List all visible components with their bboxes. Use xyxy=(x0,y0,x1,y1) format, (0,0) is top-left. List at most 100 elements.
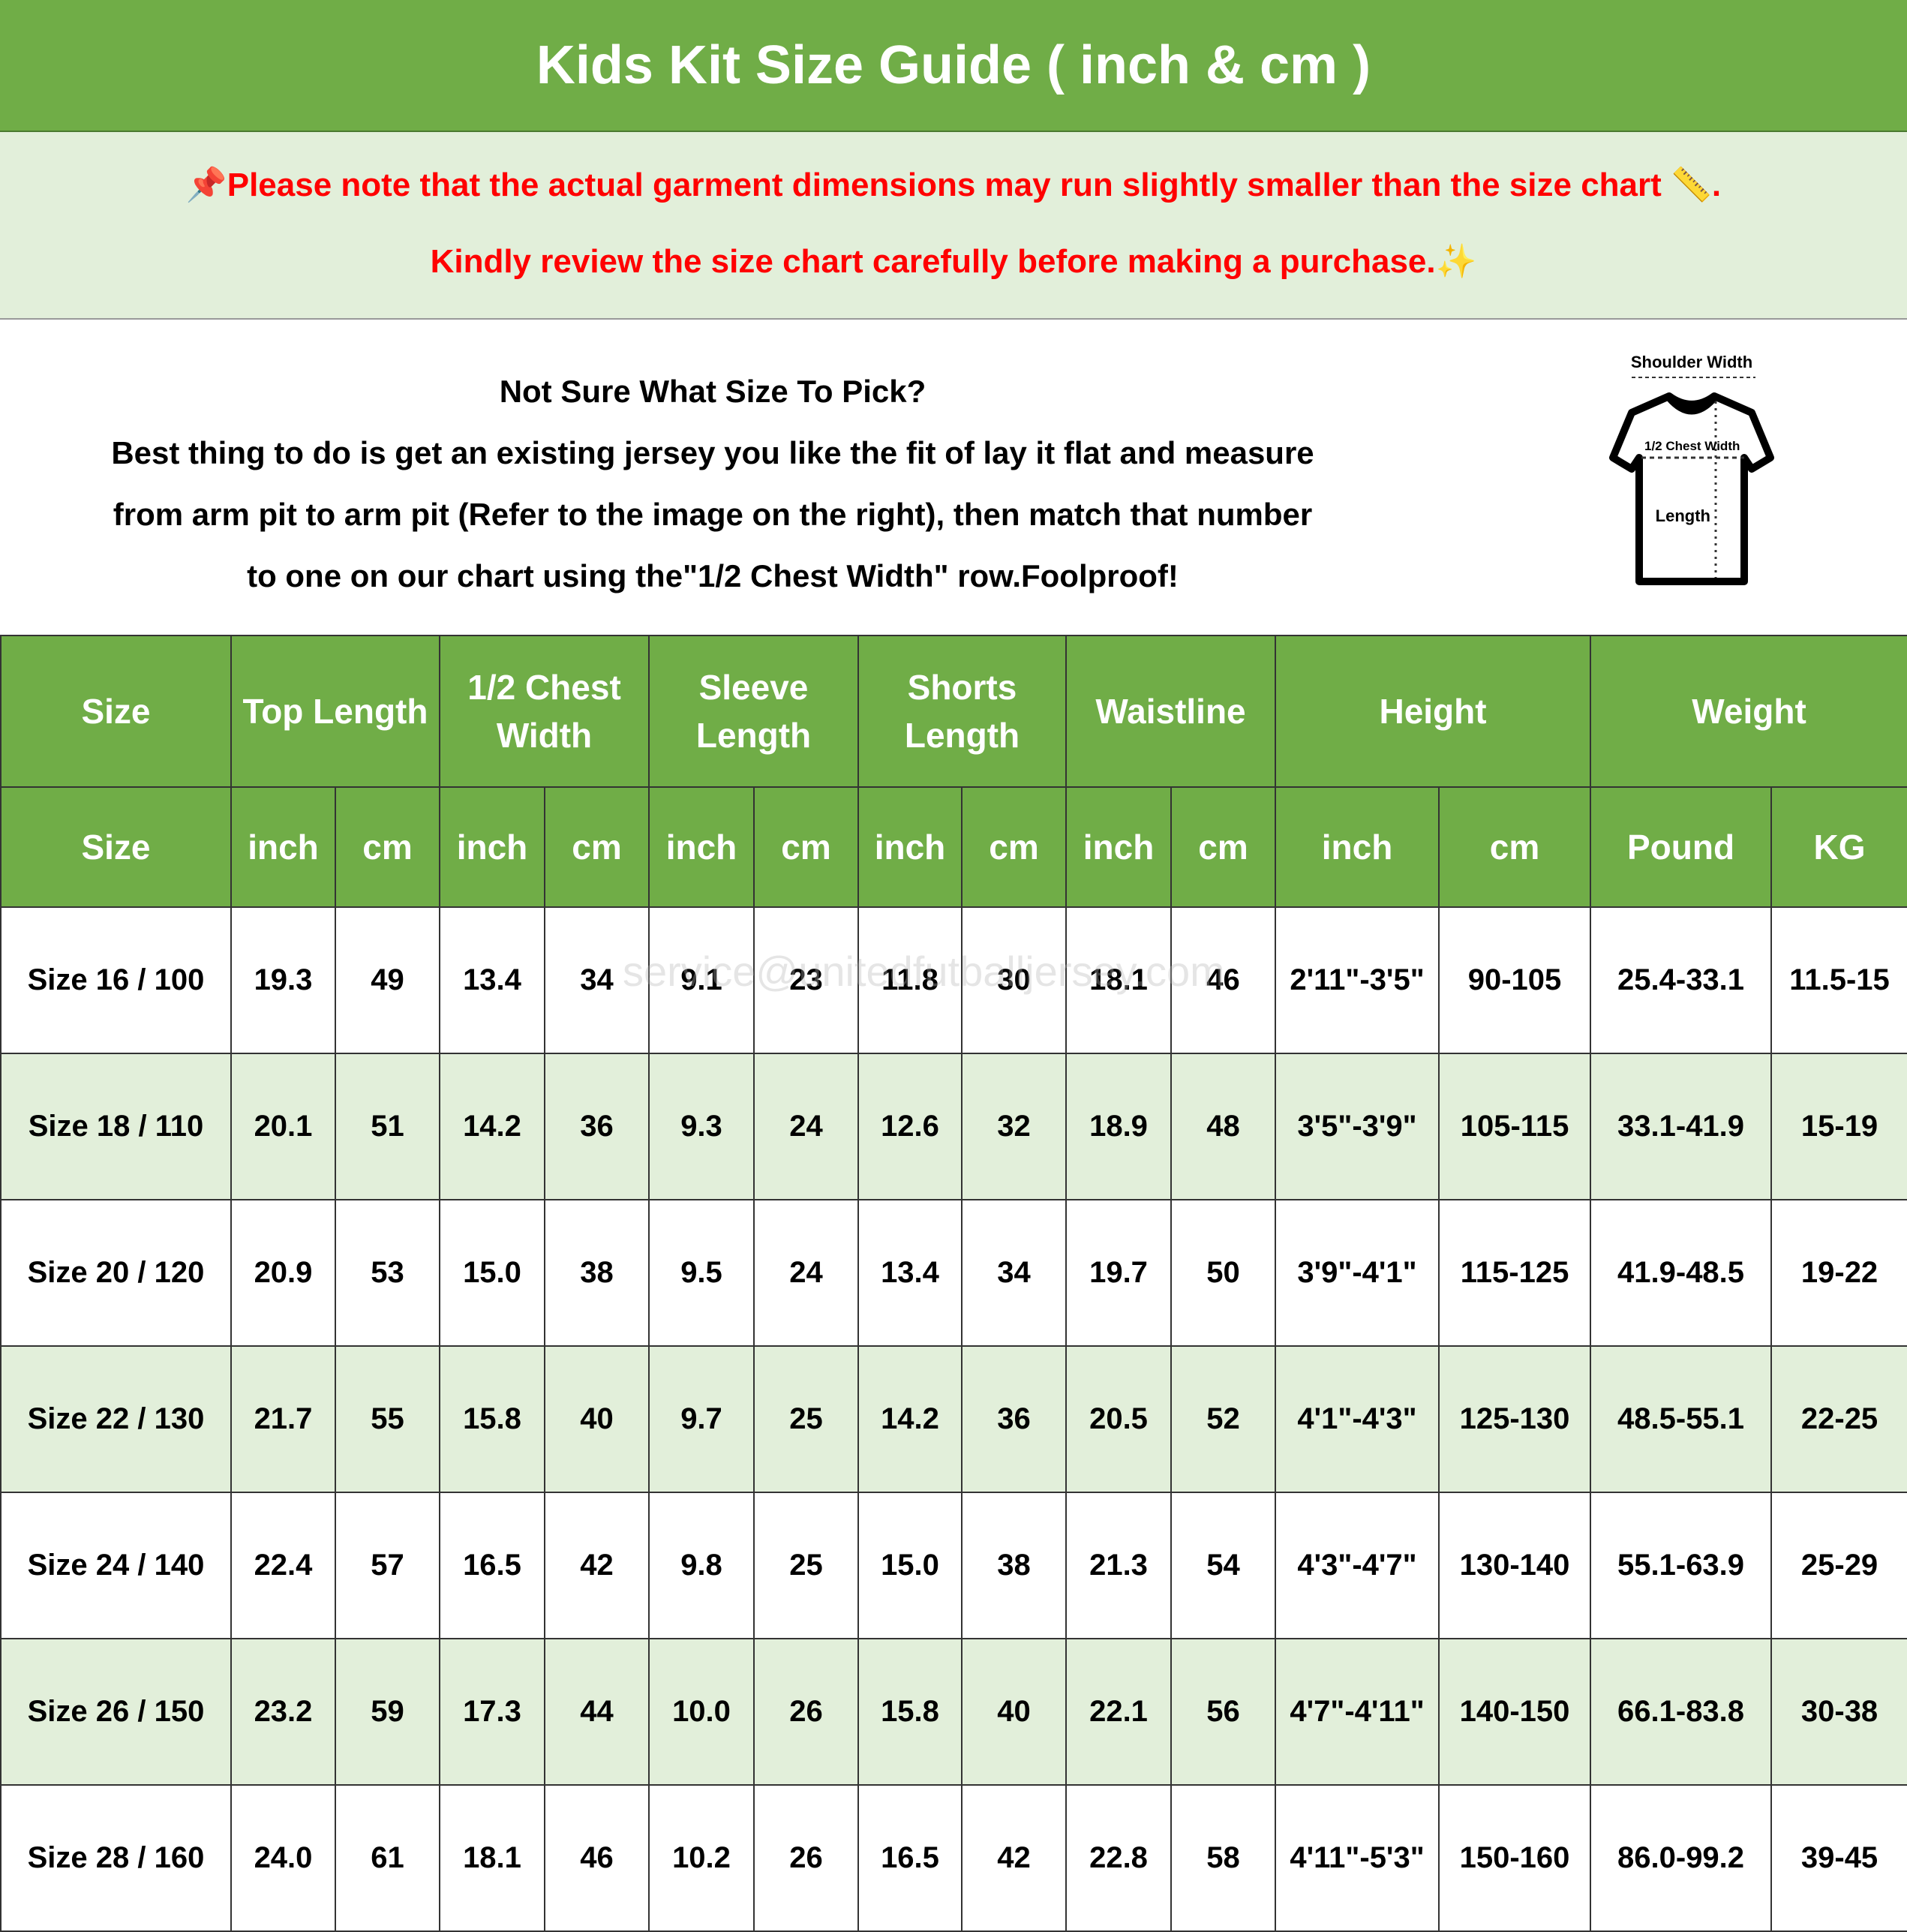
cell-value: 19.7 xyxy=(1089,1256,1148,1289)
cell-value: 2'11"-3'5" xyxy=(1290,963,1425,996)
table-cell: 24 xyxy=(753,1199,859,1347)
table-cell: 66.1-83.8 xyxy=(1590,1638,1773,1786)
size-table: Size Top Length 1/2 Chest Width Sleeve Leng… xyxy=(0,635,1907,1932)
cell-value: 38 xyxy=(580,1256,614,1289)
table-cell: 4'7"-4'11" xyxy=(1275,1638,1440,1786)
cell-value: 30 xyxy=(997,963,1031,996)
table-cell: 22.4 xyxy=(230,1492,336,1639)
unit-header-label: cm xyxy=(1489,828,1540,867)
table-cell: Size 26 / 150 xyxy=(0,1638,232,1786)
table-cell: 20.5 xyxy=(1065,1345,1173,1493)
cell-value: 25 xyxy=(789,1402,823,1435)
table-cell: 16.5 xyxy=(439,1492,545,1639)
table-cell: 24 xyxy=(753,1053,859,1200)
group-header: Height xyxy=(1275,635,1592,788)
shoulder-width-label: Shoulder Width xyxy=(1631,353,1752,371)
unit-header-label: inch xyxy=(874,828,946,867)
cell-value: 54 xyxy=(1206,1549,1240,1582)
table-cell: 32 xyxy=(960,1053,1068,1200)
unit-header: inch xyxy=(857,786,963,908)
table-cell: 86.0-99.2 xyxy=(1590,1784,1773,1932)
advice-line: Best thing to do is get an existing jers… xyxy=(111,435,1314,470)
cell-value: 36 xyxy=(580,1110,614,1143)
unit-header: cm xyxy=(1170,786,1277,908)
table-cell: Size 16 / 100 xyxy=(0,906,232,1054)
unit-header: inch xyxy=(230,786,336,908)
cell-value: 9.1 xyxy=(680,963,722,996)
cell-value: 23 xyxy=(789,963,823,996)
table-cell: 2'11"-3'5" xyxy=(1275,906,1440,1054)
table-cell: 58 xyxy=(1170,1784,1277,1932)
advice-line: to one on our chart using the"1/2 Chest … xyxy=(247,558,1179,593)
table-cell: 33.1-41.9 xyxy=(1590,1053,1773,1200)
unit-header: cm xyxy=(753,786,859,908)
cell-value: 39-45 xyxy=(1800,1841,1878,1874)
cell-value: 50 xyxy=(1206,1256,1240,1289)
unit-header-label: cm xyxy=(572,828,622,867)
table-cell: 140-150 xyxy=(1438,1638,1592,1786)
table-cell: 14.2 xyxy=(857,1345,963,1493)
cell-value: 32 xyxy=(997,1110,1031,1143)
table-cell: 4'3"-4'7" xyxy=(1275,1492,1440,1639)
table-cell: 21.7 xyxy=(230,1345,336,1493)
cell-value: 22.8 xyxy=(1089,1841,1148,1874)
cell-value: 46 xyxy=(1206,963,1240,996)
cell-value: 34 xyxy=(997,1256,1031,1289)
table-cell: 42 xyxy=(960,1784,1068,1932)
notice-banner: 📌Please note that the actual garment dim… xyxy=(0,132,1907,320)
table-cell: 25.4-33.1 xyxy=(1590,906,1773,1054)
cell-value: 10.0 xyxy=(672,1695,731,1728)
unit-header-label: cm xyxy=(1198,828,1248,867)
cell-value: 19.3 xyxy=(254,963,313,996)
unit-header: inch xyxy=(439,786,545,908)
group-header: Top Length xyxy=(230,635,440,788)
table-cell: 51 xyxy=(335,1053,440,1200)
cell-value: Size 24 / 140 xyxy=(27,1549,205,1582)
cell-value: 4'1"-4'3" xyxy=(1297,1402,1417,1435)
cell-value: 3'5"-3'9" xyxy=(1297,1110,1417,1143)
cell-value: 22.4 xyxy=(254,1549,313,1582)
unit-header: cm xyxy=(335,786,440,908)
cell-value: 140-150 xyxy=(1459,1695,1570,1728)
table-cell: 9.1 xyxy=(648,906,755,1054)
table-cell: 39-45 xyxy=(1770,1784,1907,1932)
table-cell: 18.1 xyxy=(439,1784,545,1932)
table-cell: 26 xyxy=(753,1784,859,1932)
cell-value: 58 xyxy=(1206,1841,1240,1874)
cell-value: 9.5 xyxy=(680,1256,722,1289)
cell-value: 42 xyxy=(997,1841,1031,1874)
table-cell: 21.3 xyxy=(1065,1492,1173,1639)
table-row: Size 16 / 100 19.3 49 13.4 34 9.1 23 11.8 30 18.1… xyxy=(0,906,1907,1054)
cell-value: 18.9 xyxy=(1089,1110,1148,1143)
table-cell: 19-22 xyxy=(1770,1199,1907,1347)
table-cell: 4'11"-5'3" xyxy=(1275,1784,1440,1932)
cell-value: 56 xyxy=(1206,1695,1240,1728)
cell-value: 10.2 xyxy=(672,1841,731,1874)
table-cell: 150-160 xyxy=(1438,1784,1592,1932)
table-cell: 23 xyxy=(753,906,859,1054)
fit-advice: Not Sure What Size To Pick? Best thing t… xyxy=(0,320,1907,635)
group-header: Shorts Length xyxy=(857,635,1068,788)
cell-value: 22.1 xyxy=(1089,1695,1148,1728)
cell-value: 51 xyxy=(371,1110,404,1143)
cell-value: 17.3 xyxy=(463,1695,521,1728)
table-cell: 57 xyxy=(335,1492,440,1639)
cell-value: 48 xyxy=(1206,1110,1240,1143)
cell-value: Size 18 / 110 xyxy=(28,1110,204,1143)
table-cell: 9.5 xyxy=(648,1199,755,1347)
table-cell: 3'5"-3'9" xyxy=(1275,1053,1440,1200)
table-cell: 18.1 xyxy=(1065,906,1173,1054)
table-cell: 49 xyxy=(335,906,440,1054)
table-cell: 38 xyxy=(960,1492,1068,1639)
table-cell: 22-25 xyxy=(1770,1345,1907,1493)
group-header-label: Shorts Length xyxy=(904,668,1020,755)
cell-value: 115-125 xyxy=(1460,1256,1569,1289)
table-cell: 25 xyxy=(753,1345,859,1493)
table-row: Size 28 / 160 24.0 61 18.1 46 10.2 26 16.5 42 22.… xyxy=(0,1784,1907,1932)
cell-value: 38 xyxy=(997,1549,1031,1582)
table-cell: 59 xyxy=(335,1638,440,1786)
cell-value: 19-22 xyxy=(1800,1256,1878,1289)
table-cell: 9.7 xyxy=(648,1345,755,1493)
group-header-label: Top Length xyxy=(242,692,428,731)
cell-value: Size 26 / 150 xyxy=(27,1695,205,1728)
